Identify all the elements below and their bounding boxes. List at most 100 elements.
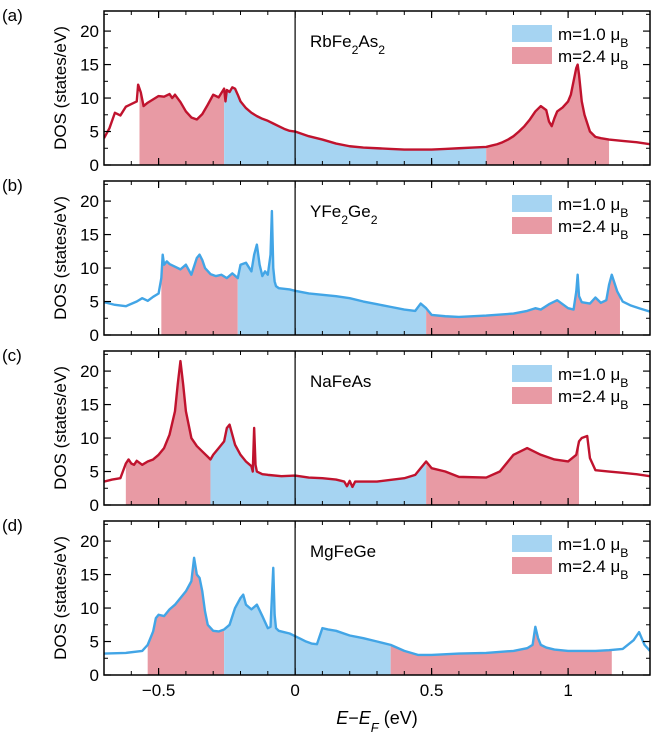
legend-label-text: m=1.0 μ [558, 365, 620, 384]
x-axis-label-part: (eV) [379, 708, 418, 728]
shaded-region-m24 [426, 274, 620, 335]
legend-swatch [512, 217, 552, 234]
legend-label: m=2.4 μB [558, 217, 628, 242]
y-tick-label: 15 [80, 56, 99, 75]
y-tick-label: 15 [80, 226, 99, 245]
y-tick-label: 10 [80, 429, 99, 448]
y-tick-label: 10 [80, 599, 99, 618]
shaded-region-m1 [210, 424, 427, 505]
compound-label: MgFeGe [310, 542, 376, 561]
y-axis-label: DOS (states/eV) [51, 196, 70, 320]
y-tick-label: 15 [80, 566, 99, 585]
legend-label-text: m=2.4 μ [558, 47, 620, 66]
legend-label-sub: B [620, 206, 628, 220]
y-axis-label: DOS (states/eV) [51, 536, 70, 660]
y-tick-label: 20 [80, 532, 99, 551]
panel-label: (d) [2, 516, 23, 535]
compound-label: RbFe2As2 [310, 32, 385, 57]
shaded-region-m1 [237, 211, 427, 335]
x-axis-label-part: E [336, 708, 349, 728]
dos-line [104, 209, 650, 319]
x-tick-label: 0 [290, 681, 299, 700]
compound-label-part: As [358, 32, 378, 51]
y-tick-label: 5 [90, 293, 99, 312]
dos-line [104, 359, 650, 489]
legend-swatch [512, 387, 552, 404]
y-tick-label: 5 [90, 123, 99, 142]
compound-label-part: MgFeGe [310, 542, 376, 561]
y-tick-label: 0 [90, 496, 99, 515]
y-tick-label: 10 [80, 259, 99, 278]
shaded-region-m24 [390, 626, 612, 675]
compound-label: NaFeAs [310, 372, 371, 391]
dos-line [104, 556, 650, 657]
compound-label-part: Ge [348, 202, 371, 221]
y-tick-label: 0 [90, 156, 99, 175]
x-tick-label: 0.5 [420, 681, 444, 700]
compound-label-part: NaFeAs [310, 372, 371, 391]
shaded-region-m24 [125, 361, 211, 505]
legend-label-text: m=1.0 μ [558, 195, 620, 214]
shaded-region-m24 [139, 88, 225, 165]
legend-label-sub: B [620, 58, 628, 72]
legend-swatch [512, 25, 552, 42]
y-tick-label: 0 [90, 326, 99, 345]
panel-3: 0 5 10 15 20 DOS (states/eV) (c) NaFeAs m=1.0 μB… [2, 346, 651, 515]
legend-label-text: m=1.0 μ [558, 25, 620, 44]
shaded-region-m24 [426, 441, 580, 505]
panel-label: (c) [2, 346, 22, 365]
y-axis-label: DOS (states/eV) [51, 26, 70, 150]
x-axis-label-part: − [348, 708, 359, 728]
x-tick-label: 1 [563, 681, 572, 700]
legend-label-text: m=1.0 μ [558, 535, 620, 554]
y-tick-label: 20 [80, 192, 99, 211]
legend-label: m=2.4 μB [558, 47, 628, 72]
compound-label-part: 2 [352, 43, 359, 57]
legend-swatch [512, 535, 552, 552]
legend-label-sub: B [620, 228, 628, 242]
legend-label: m=1.0 μB [558, 535, 628, 560]
y-tick-label: 20 [80, 22, 99, 41]
compound-label: YFe2Ge2 [310, 202, 378, 227]
legend-label: m=1.0 μB [558, 195, 628, 220]
legend-label-sub: B [620, 398, 628, 412]
legend-swatch [512, 195, 552, 212]
legend-label-sub: B [620, 36, 628, 50]
legend-swatch [512, 47, 552, 64]
legend-label-text: m=2.4 μ [558, 387, 620, 406]
y-tick-label: 15 [80, 396, 99, 415]
compound-label-part: 2 [371, 213, 378, 227]
legend-label: m=1.0 μB [558, 25, 628, 50]
legend: m=1.0 μBm=2.4 μB [512, 195, 628, 242]
y-axis-label: DOS (states/eV) [51, 366, 70, 490]
compound-label-part: 2 [378, 43, 385, 57]
legend-swatch [512, 557, 552, 574]
compound-label-part: RbFe [310, 32, 352, 51]
panel-label: (a) [2, 6, 23, 25]
compound-label-part: YFe [310, 202, 341, 221]
shaded-region-m1 [224, 567, 391, 675]
legend-label-text: m=2.4 μ [558, 217, 620, 236]
y-tick-label: 5 [90, 463, 99, 482]
legend-label-sub: B [620, 568, 628, 582]
compound-label-part: 2 [341, 213, 348, 227]
legend-label: m=2.4 μB [558, 387, 628, 412]
y-tick-label: 10 [80, 89, 99, 108]
x-axis-label-part: E [359, 708, 372, 728]
y-tick-label: 0 [90, 666, 99, 685]
legend-label-sub: B [620, 376, 628, 390]
x-axis-label: E−EF (eV) [336, 708, 417, 735]
shaded-region-m1 [224, 87, 487, 165]
legend-label: m=1.0 μB [558, 365, 628, 390]
x-tick-label: −0.5 [142, 681, 176, 700]
legend: m=1.0 μBm=2.4 μB [512, 535, 628, 582]
dos-line [104, 63, 650, 151]
shaded-region-m24 [147, 557, 225, 675]
legend-label-sub: B [620, 546, 628, 560]
x-axis-label-part: F [371, 720, 380, 735]
y-tick-label: 5 [90, 633, 99, 652]
